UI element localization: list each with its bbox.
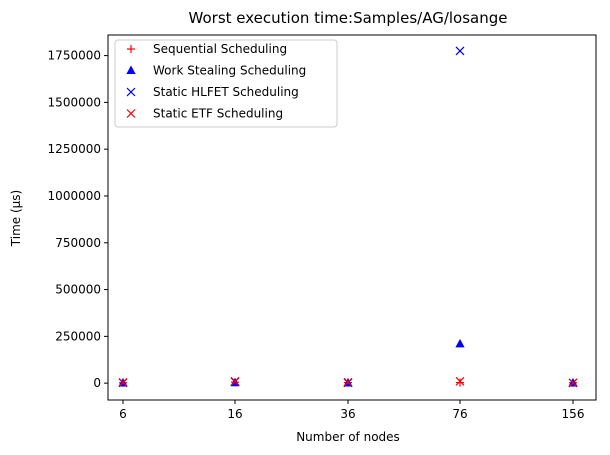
plot-area xyxy=(107,34,597,401)
x-tick-label: 36 xyxy=(340,407,355,421)
legend-marker xyxy=(126,87,136,97)
x-tick-label: 156 xyxy=(562,407,585,421)
y-tick-label: 250000 xyxy=(55,329,101,343)
legend-label: Work Stealing Scheduling xyxy=(153,64,306,78)
x-tick-label: 6 xyxy=(119,407,127,421)
legend-label: Sequential Scheduling xyxy=(153,42,287,56)
y-tick-label: 750000 xyxy=(55,236,101,250)
data-point xyxy=(455,376,465,386)
data-point xyxy=(568,378,578,388)
legend-marker xyxy=(126,65,136,74)
x-axis: 6 16 36 76 156 xyxy=(119,400,584,421)
data-point xyxy=(230,376,240,386)
data-points xyxy=(118,46,578,388)
legend-marker xyxy=(127,45,135,53)
x-tick-label: 16 xyxy=(227,407,242,421)
y-axis: 0 250000 500000 750000 1000000 1250000 1500000… xyxy=(48,49,108,390)
y-tick-label: 1500000 xyxy=(48,95,101,109)
legend-label: Static ETF Scheduling xyxy=(153,107,283,121)
data-point xyxy=(456,378,464,387)
chart-title: Worst execution time:Samples/AG/losange xyxy=(189,9,508,27)
y-tick-label: 0 xyxy=(93,376,101,390)
data-point xyxy=(343,377,353,387)
data-point xyxy=(455,338,465,348)
y-tick-label: 500000 xyxy=(55,283,101,297)
legend-box xyxy=(114,39,338,128)
y-tick-label: 1750000 xyxy=(48,49,101,63)
legend-label: Static HLFET Scheduling xyxy=(153,85,299,99)
x-axis-label: Number of nodes xyxy=(296,430,400,444)
y-tick-label: 1000000 xyxy=(48,189,101,203)
y-axis-label: Time (µs) xyxy=(9,190,23,247)
y-tick-label: 1250000 xyxy=(48,142,101,156)
legend: Sequential Scheduling Work Stealing Sched… xyxy=(114,39,338,128)
data-point xyxy=(118,377,128,387)
legend-marker xyxy=(126,109,136,118)
data-point xyxy=(455,46,465,56)
x-tick-label: 76 xyxy=(452,407,467,421)
